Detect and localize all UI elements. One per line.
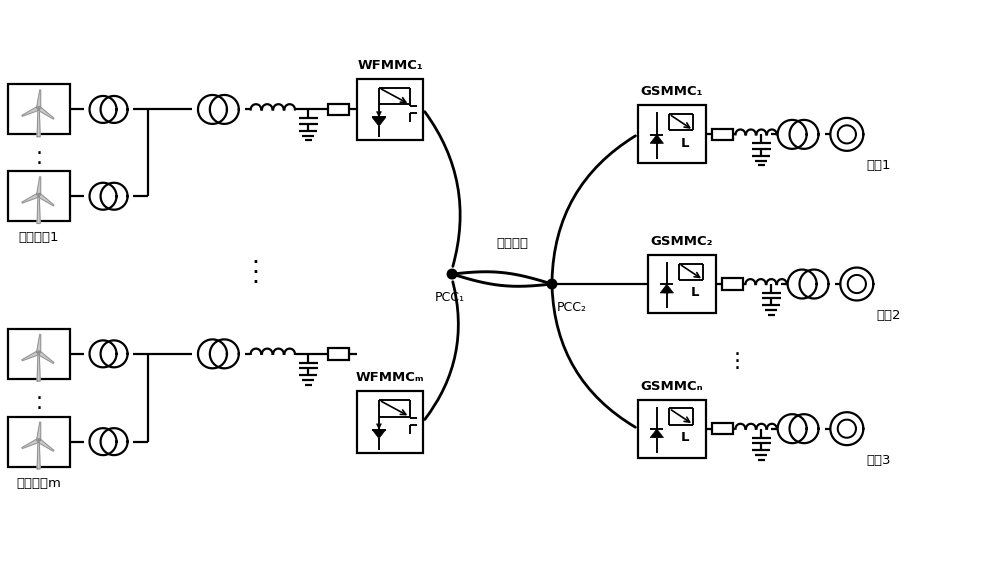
Text: .: . [733, 339, 740, 359]
Text: .: . [251, 244, 259, 267]
Polygon shape [37, 353, 40, 381]
Polygon shape [37, 193, 54, 206]
FancyArrowPatch shape [425, 281, 458, 419]
Text: 直流母线: 直流母线 [496, 237, 528, 250]
Polygon shape [37, 422, 41, 440]
Text: L: L [681, 431, 690, 444]
Polygon shape [37, 440, 40, 469]
Polygon shape [22, 350, 40, 361]
Text: PCC₂: PCC₂ [557, 301, 587, 314]
Text: 风机群组1: 风机群组1 [18, 231, 59, 244]
Bar [357, 78, 423, 140]
Polygon shape [37, 106, 54, 119]
Bar [328, 348, 349, 360]
Text: .: . [35, 383, 42, 403]
Text: .: . [733, 346, 740, 366]
Text: GSMMC₂: GSMMC₂ [650, 235, 713, 248]
Bar [328, 104, 349, 115]
Bar [8, 417, 70, 467]
Circle shape [447, 269, 457, 279]
Bar [712, 423, 733, 434]
Text: .: . [35, 138, 42, 158]
Bar [8, 85, 70, 134]
Polygon shape [37, 90, 41, 108]
Text: 电网2: 电网2 [877, 309, 901, 322]
Bar [638, 399, 706, 458]
Polygon shape [650, 429, 663, 437]
Polygon shape [22, 439, 40, 449]
Text: 风机群组m: 风机群组m [16, 477, 61, 489]
FancyArrowPatch shape [425, 112, 460, 266]
Polygon shape [37, 351, 54, 363]
Circle shape [547, 279, 557, 289]
Text: L: L [681, 137, 690, 150]
Bar [712, 128, 733, 140]
FancyArrowPatch shape [552, 287, 635, 427]
Polygon shape [22, 106, 40, 116]
Text: GSMMCₙ: GSMMCₙ [640, 380, 703, 393]
Circle shape [37, 439, 40, 442]
Text: PCC₁: PCC₁ [435, 291, 465, 304]
Text: .: . [35, 392, 42, 413]
Bar [638, 106, 706, 164]
Circle shape [37, 107, 40, 109]
FancyArrowPatch shape [552, 136, 635, 281]
Text: .: . [251, 263, 259, 287]
Polygon shape [37, 195, 40, 224]
Text: WFMMC₁: WFMMC₁ [357, 58, 423, 71]
Bar [722, 279, 743, 290]
Text: .: . [733, 353, 740, 373]
Polygon shape [372, 117, 386, 126]
Bar [8, 171, 70, 221]
Polygon shape [372, 430, 386, 439]
Bar [357, 391, 423, 453]
Polygon shape [37, 177, 41, 195]
Text: .: . [35, 148, 42, 168]
Bar [648, 255, 716, 313]
Circle shape [37, 351, 40, 354]
Polygon shape [650, 135, 663, 143]
Text: L: L [691, 286, 700, 299]
Text: WFMMCₘ: WFMMCₘ [356, 371, 424, 384]
Text: 电网1: 电网1 [867, 159, 891, 172]
Text: GSMMC₁: GSMMC₁ [641, 85, 703, 99]
Polygon shape [22, 193, 40, 203]
Circle shape [37, 194, 40, 196]
Polygon shape [37, 335, 41, 353]
Polygon shape [37, 108, 40, 137]
Text: .: . [251, 253, 259, 277]
Bar [8, 329, 70, 379]
Polygon shape [37, 439, 54, 451]
Polygon shape [660, 284, 673, 293]
Text: 电网3: 电网3 [867, 454, 891, 467]
